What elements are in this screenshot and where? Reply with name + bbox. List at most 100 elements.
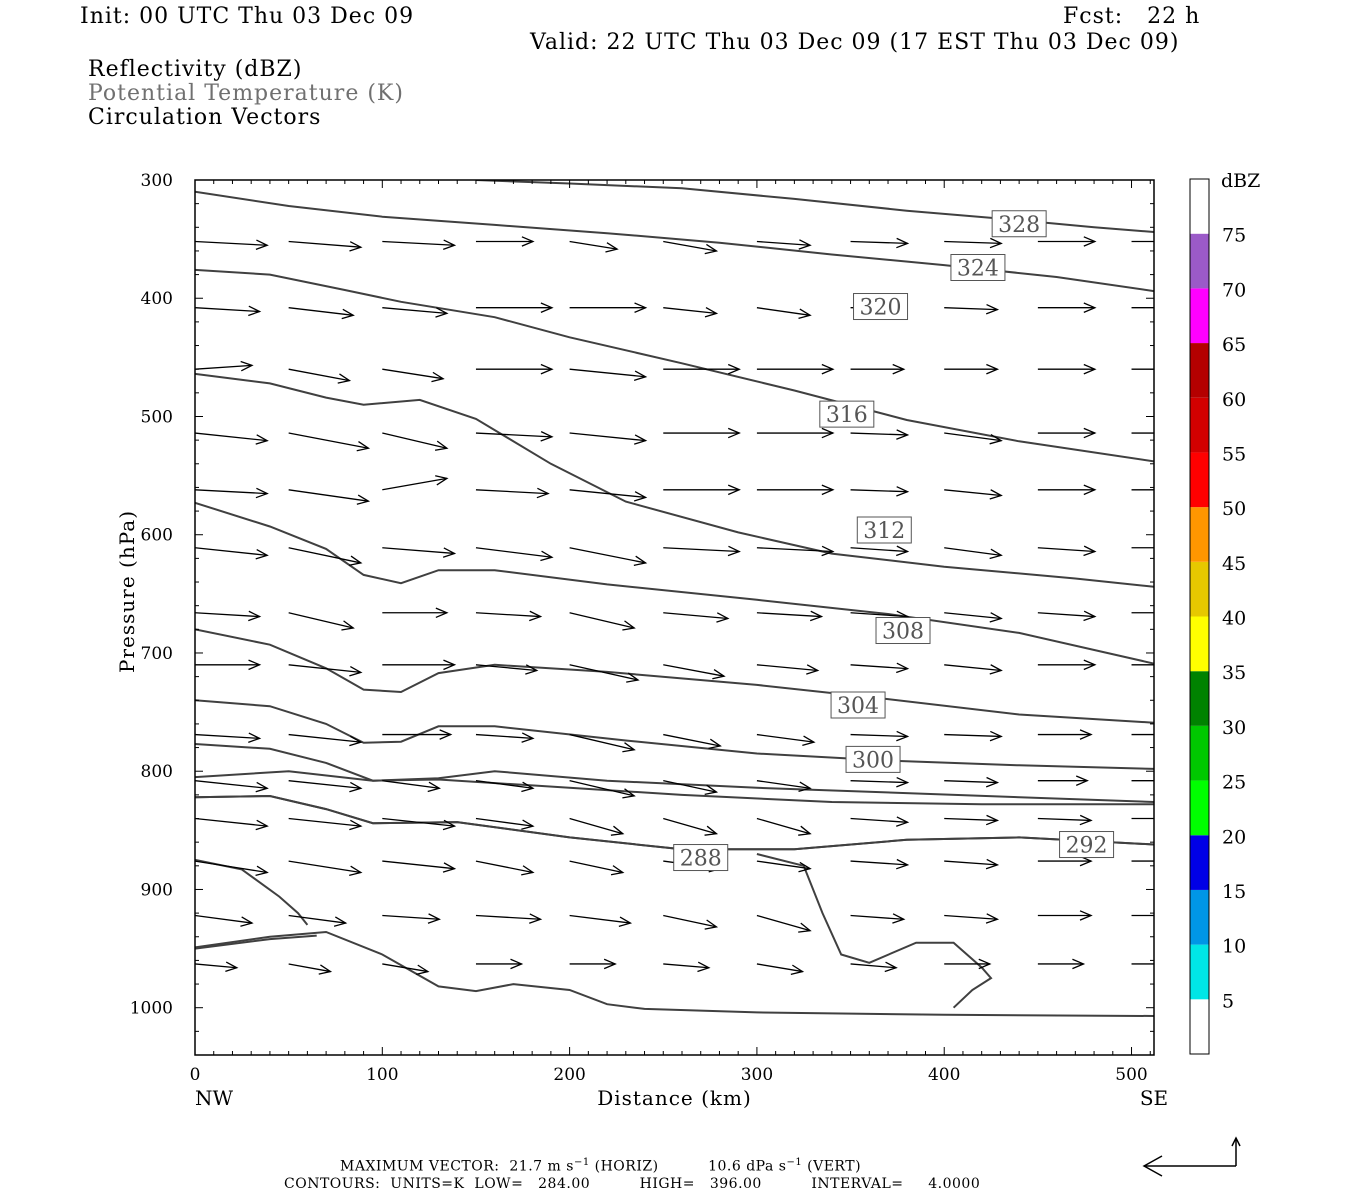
circulation-vector xyxy=(288,860,361,874)
horiz-unit-exponent: −1 xyxy=(573,1157,590,1168)
circulation-vector-head xyxy=(892,363,906,375)
circulation-vector-head xyxy=(1083,659,1097,671)
circulation-vector-head xyxy=(1079,814,1093,826)
circulation-vector xyxy=(944,780,998,784)
circulation-vector xyxy=(569,914,631,924)
circulation-vector-head xyxy=(248,732,262,743)
y-tick-label: 800 xyxy=(141,762,173,782)
circulation-vector xyxy=(288,432,369,449)
max-vector-horiz: 21.7 m s xyxy=(509,1158,574,1175)
circulation-vector xyxy=(756,914,811,932)
circulation-vector xyxy=(569,368,646,378)
circulation-vector-head xyxy=(1155,365,1166,374)
horiz-tag: (HORIZ) xyxy=(594,1158,659,1175)
isentrope-line xyxy=(195,770,1154,803)
colorbar-swatch xyxy=(1190,397,1209,453)
circulation-vector xyxy=(382,963,429,973)
isentrope-label-box xyxy=(875,617,931,645)
colorbar-swatch xyxy=(1190,561,1209,617)
circulation-vector-head xyxy=(1075,775,1089,786)
colorbar-label: 75 xyxy=(1222,225,1246,247)
x-tick-label: 0 xyxy=(190,1065,201,1085)
circulation-vector-head xyxy=(255,239,269,250)
circulation-vector xyxy=(195,817,268,827)
circulation-vector xyxy=(475,733,534,740)
colorbar-swatch xyxy=(1190,288,1209,344)
circulation-vector-head xyxy=(1083,484,1097,496)
circulation-vector-head xyxy=(989,730,1003,742)
isentrope-line xyxy=(195,268,1154,463)
x-tick-label: 400 xyxy=(928,1065,960,1085)
circulation-vector-head xyxy=(989,664,1003,675)
circulation-vector xyxy=(756,817,811,835)
x-end-label: SE xyxy=(1140,1086,1168,1110)
circulation-vector xyxy=(382,817,455,827)
circulation-vector xyxy=(756,547,833,553)
circulation-vector xyxy=(382,547,455,555)
circulation-vector xyxy=(850,664,908,670)
circulation-vector-head xyxy=(1079,729,1093,740)
circulation-vector xyxy=(195,547,268,556)
isentrope-line xyxy=(756,853,993,1009)
circulation-vector-head xyxy=(442,862,457,873)
circulation-vector-head xyxy=(1083,236,1097,247)
y-tick-label: 400 xyxy=(141,289,173,309)
circulation-vector-head xyxy=(798,308,812,319)
circulation-vector xyxy=(569,489,646,499)
circulation-vector xyxy=(850,733,908,738)
circulation-vector xyxy=(944,733,1002,738)
circulation-vector-head xyxy=(255,487,269,499)
colorbar-label: 70 xyxy=(1222,279,1246,301)
circulation-vector xyxy=(663,817,717,835)
circulation-vector xyxy=(475,432,552,438)
circulation-vector xyxy=(663,240,717,252)
circulation-vector xyxy=(569,780,635,797)
circulation-vector-head xyxy=(349,241,363,252)
circulation-vector-head xyxy=(349,735,363,747)
circulation-vector-head xyxy=(443,239,457,250)
circulation-vector-head xyxy=(798,861,812,873)
circulation-vector xyxy=(850,547,908,553)
circulation-vector-head xyxy=(892,913,906,924)
field-reflectivity: Reflectivity (dBZ) xyxy=(88,57,303,82)
colorbar-label: 45 xyxy=(1222,553,1246,575)
circulation-vector xyxy=(850,780,908,784)
circulation-vector xyxy=(756,240,811,246)
circulation-vector xyxy=(382,432,448,449)
circulation-vector xyxy=(850,963,897,969)
circulation-vector xyxy=(850,860,908,866)
circulation-vector xyxy=(569,817,623,835)
circulation-vector-head xyxy=(1155,660,1166,669)
colorbar-label: 10 xyxy=(1222,936,1246,958)
circulation-vector xyxy=(569,664,639,681)
circulation-vector xyxy=(663,733,721,747)
colorbar: 5 10 15 20 25 30 35 40 45 50 55 60 65 70 75 dBZ xyxy=(1189,170,1260,1055)
contour-info: CONTOURS: UNITS=K LOW= 284.00 HIGH= 396.… xyxy=(284,1176,981,1192)
isentrope-line xyxy=(195,628,1154,724)
circulation-vector xyxy=(569,432,646,442)
y-axis-title: Pressure (hPa) xyxy=(115,510,139,673)
circulation-vector-head xyxy=(1083,545,1097,557)
colorbar-swatch xyxy=(1190,944,1209,1000)
circulation-vector-head xyxy=(884,961,898,973)
circulation-vector xyxy=(382,477,448,491)
circulation-vector-head xyxy=(416,964,430,975)
circulation-vector-head xyxy=(603,958,617,970)
circulation-vector-head xyxy=(521,819,535,830)
circulation-vector xyxy=(195,612,260,618)
colorbar-swatch xyxy=(1190,725,1209,781)
circulation-vector-field xyxy=(195,236,1166,975)
circulation-vector-head xyxy=(704,784,719,795)
circulation-vector-head xyxy=(622,620,636,631)
colorbar-label: 55 xyxy=(1222,443,1246,465)
circulation-vector-head xyxy=(798,922,812,933)
circulation-vector-head xyxy=(985,814,1000,826)
circulation-vector xyxy=(195,364,253,370)
colorbar-label: 30 xyxy=(1222,717,1246,739)
circulation-vector-head xyxy=(1083,610,1097,622)
circulation-vector-head xyxy=(1155,485,1166,494)
y-tick-label: 900 xyxy=(141,880,173,900)
colorbar-label: 40 xyxy=(1222,608,1246,630)
circulation-vector xyxy=(944,489,1002,497)
vert-tag: (VERT) xyxy=(807,1158,862,1175)
